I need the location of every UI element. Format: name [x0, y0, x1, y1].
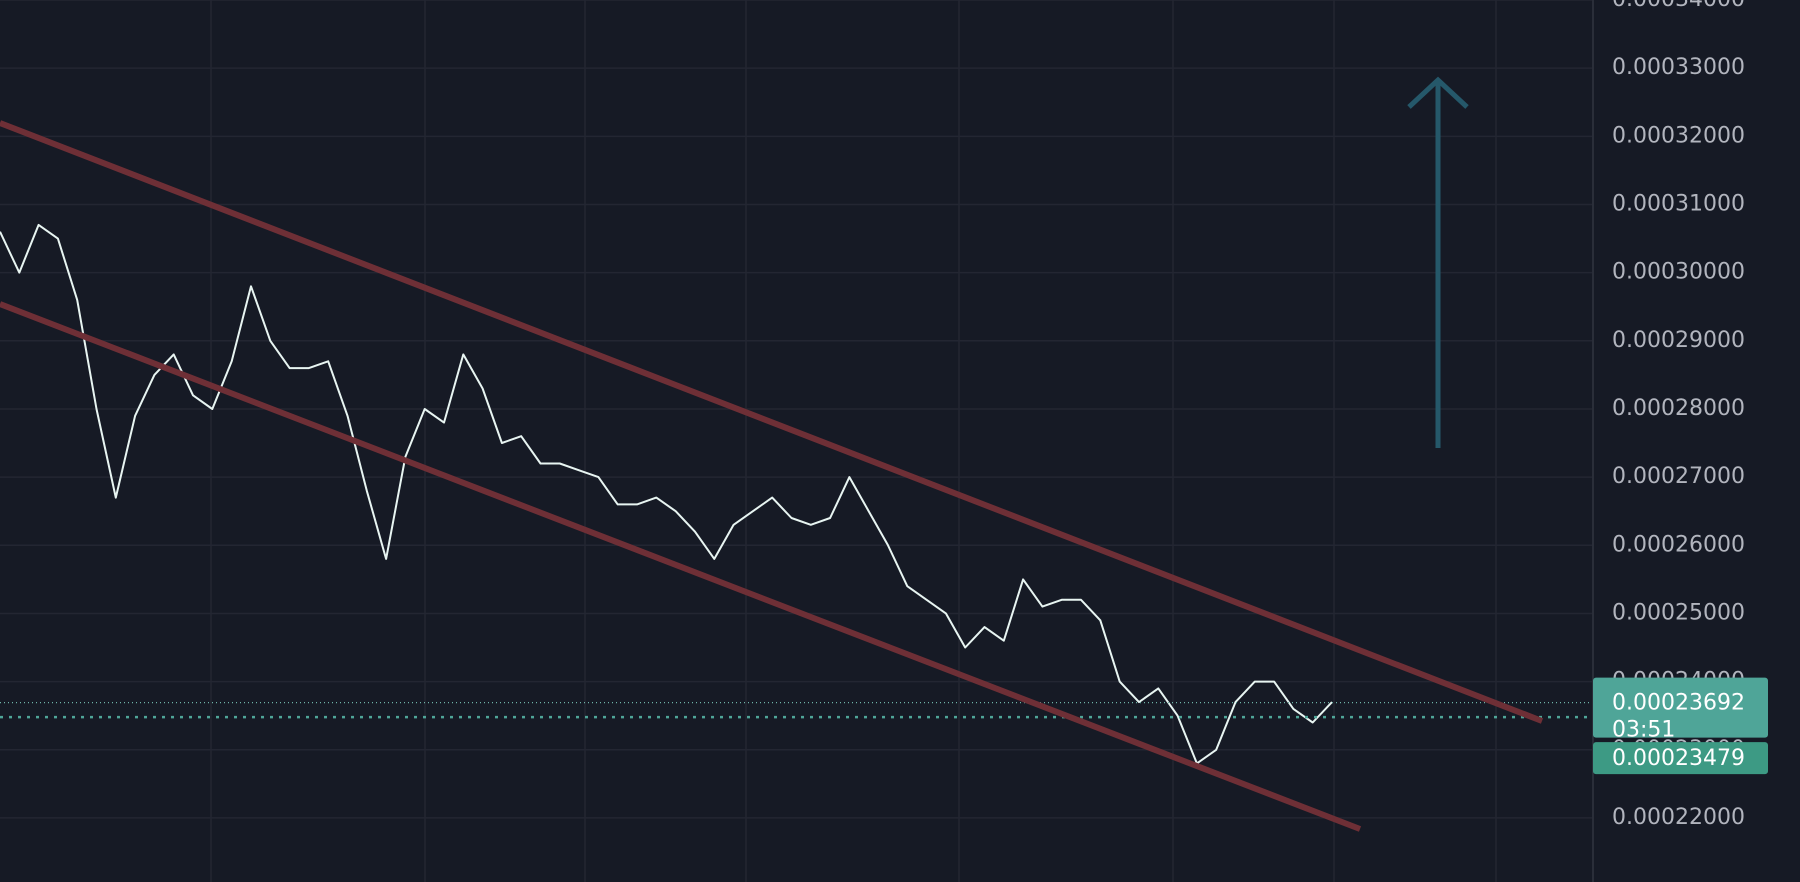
last-price-tag: [1593, 677, 1768, 738]
y-tick-label: 0.00032000: [1612, 123, 1745, 148]
vertical-grid: [210, 0, 1497, 882]
y-tick-label: 0.00034000: [1612, 0, 1745, 12]
countdown-label: 03:51: [1612, 718, 1675, 743]
y-tick-label: 0.00025000: [1612, 600, 1745, 625]
close-price-label: 0.00023479: [1612, 746, 1745, 771]
channel: [0, 120, 1544, 832]
y-tick-label: 0.00027000: [1612, 464, 1745, 489]
y-tick-label: 0.00026000: [1612, 532, 1745, 557]
y-tick-label: 0.00022000: [1612, 805, 1745, 830]
price-axis: 0.000220000.000230000.000240000.00025000…: [1593, 0, 1768, 830]
trend-line: [0, 301, 1362, 832]
arrow-head: [1407, 76, 1469, 109]
arrow: [1407, 76, 1469, 448]
y-tick-label: 0.00028000: [1612, 396, 1745, 421]
horizontal-grid: [0, 0, 1593, 819]
plot: [0, 223, 1593, 765]
close-price-tag: [1593, 742, 1768, 775]
y-tick-label: 0.00030000: [1612, 260, 1745, 285]
y-tick-label: 0.00033000: [1612, 55, 1745, 80]
trend-line: [0, 120, 1544, 724]
price-line: [0, 223, 1333, 765]
y-tick-label: 0.00029000: [1612, 328, 1745, 353]
last-price-label: 0.00023692: [1612, 691, 1745, 716]
y-tick-label: 0.00031000: [1612, 191, 1745, 216]
